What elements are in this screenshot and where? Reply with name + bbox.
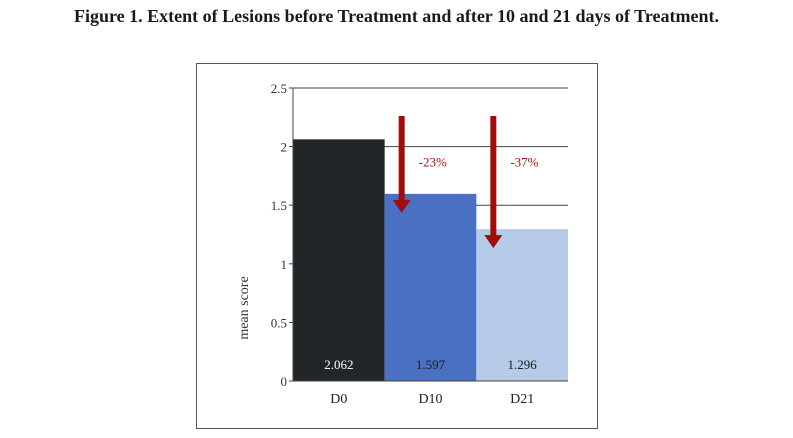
x-category-label: D0: [330, 392, 347, 407]
y-tick-labels: 0 0.5 1 1.5 2 2.5: [271, 81, 293, 389]
y-tick-label: 0: [281, 374, 288, 389]
bars: [293, 139, 568, 381]
bar-chart: 0 0.5 1 1.5 2 2.5 D0 D10 D21 2.062 1.597 1.296 -2…: [237, 81, 568, 407]
bar-value-label: 2.062: [324, 357, 353, 372]
bar-value-label: 1.597: [416, 357, 446, 372]
percent-change-label: -37%: [510, 155, 538, 170]
bar-d10: [384, 193, 477, 381]
x-category-label: D21: [510, 392, 534, 407]
arrow-annotation: [484, 116, 503, 249]
y-axis-label: mean score: [237, 276, 252, 339]
chart-frame: [196, 63, 598, 429]
x-category-label: D10: [418, 392, 442, 407]
change-annotations: -23% -37%: [392, 116, 539, 249]
percent-change-label: -23%: [419, 155, 447, 170]
y-tick-label: 2: [281, 140, 288, 155]
bar-d0: [293, 139, 385, 381]
figure-title: Figure 1. Extent of Lesions before Treat…: [74, 6, 719, 26]
y-tick-label: 0.5: [271, 315, 287, 330]
bar-d21: [476, 229, 568, 381]
bar-value-label: 1.296: [508, 357, 538, 372]
arrow-shaft: [490, 116, 497, 237]
y-tick-label: 1: [281, 257, 288, 272]
y-tick-label: 2.5: [271, 81, 287, 96]
bar-value-labels: 2.062 1.597 1.296: [324, 357, 537, 372]
arrow-annotation: [392, 116, 411, 213]
y-tick-label: 1.5: [271, 198, 287, 213]
arrow-head: [392, 199, 411, 213]
x-category-labels: D0 D10 D21: [330, 392, 534, 407]
arrow-shaft: [398, 116, 405, 201]
arrow-head: [484, 235, 503, 249]
